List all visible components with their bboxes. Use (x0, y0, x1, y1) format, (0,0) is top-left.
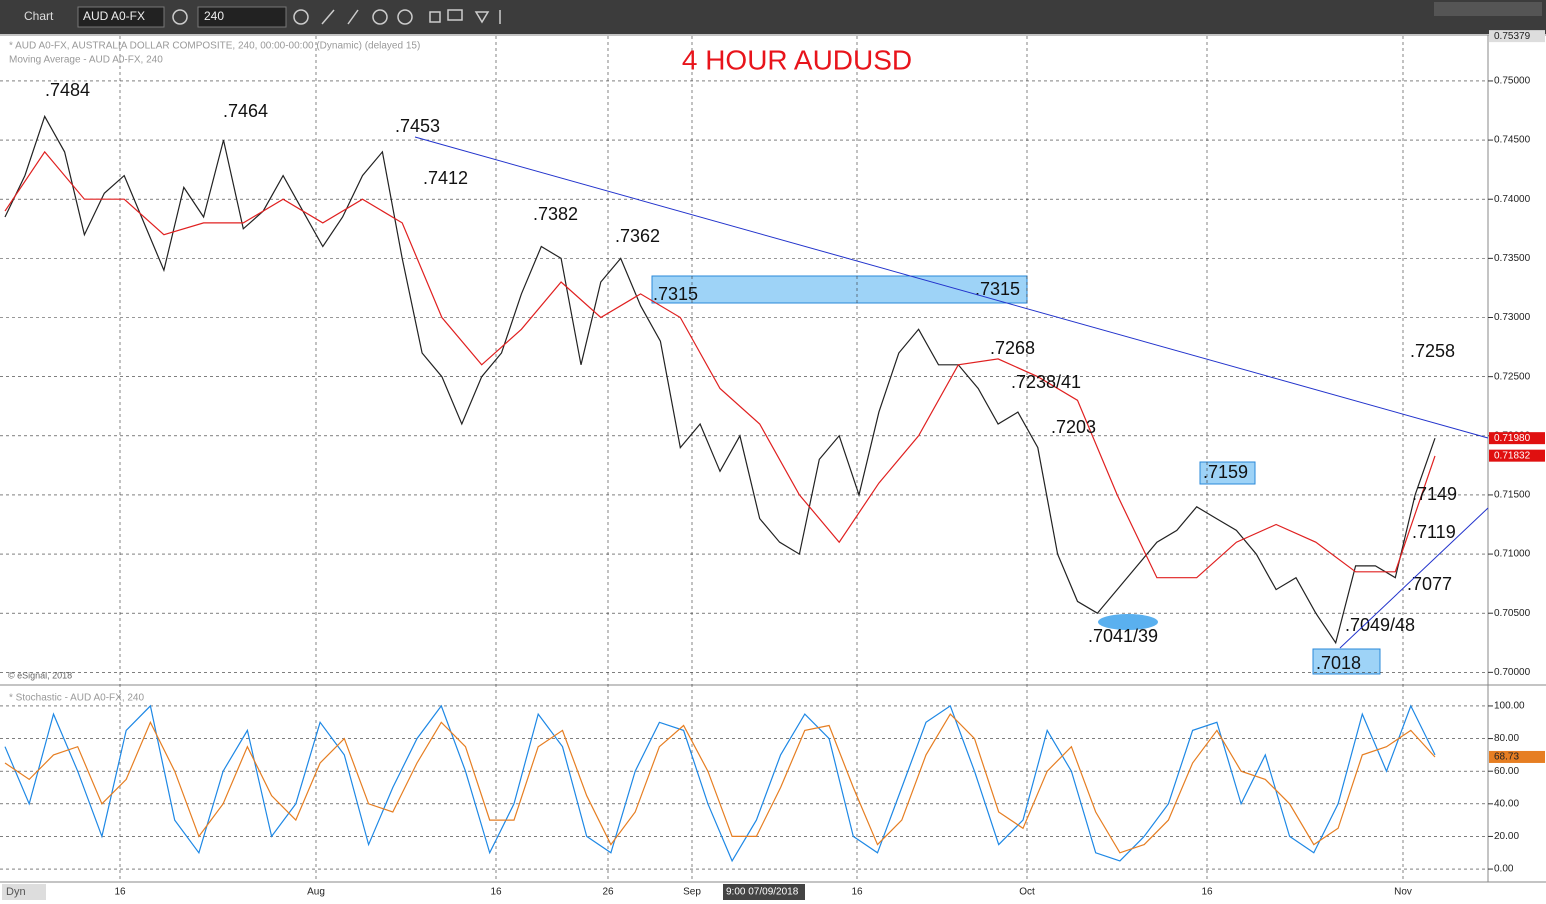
price-tag (1489, 432, 1545, 445)
chart-title: 4 HOUR AUDUSD (682, 44, 912, 75)
price-tag-label: 0.71832 (1494, 450, 1531, 461)
annotation: .7203 (1051, 417, 1096, 437)
annotation: .7412 (423, 168, 468, 188)
annotation: .7159 (1203, 462, 1248, 482)
toolbar-icons[interactable] (172, 9, 501, 25)
price-tag-label: 0.75379 (1494, 31, 1531, 42)
info-line: * AUD A0-FX, AUSTRALIA DOLLAR COMPOSITE,… (9, 41, 420, 52)
y-tick-label: 20.00 (1494, 831, 1519, 842)
annotation: .7041/39 (1088, 626, 1158, 646)
x-tick-label: 16 (851, 887, 863, 898)
x-tick-label: Aug (307, 887, 325, 898)
annotation: .7018 (1316, 653, 1361, 673)
x-tick-label: 26 (602, 887, 614, 898)
trendline (414, 136, 1489, 439)
annotation: .7382 (533, 204, 578, 224)
x-tick-label: Nov (1394, 887, 1412, 898)
price-tag (1489, 30, 1545, 43)
annotation: .7484 (45, 80, 90, 100)
y-tick-label: 0.74000 (1494, 194, 1531, 205)
cursor-time: 9:00 07/09/2018 (726, 887, 799, 898)
y-tick-label: 0.74500 (1494, 135, 1531, 146)
mode[interactable]: Dyn (6, 886, 26, 898)
trendline (1339, 507, 1489, 649)
interval-box[interactable] (197, 6, 287, 28)
x-tick-label: Oct (1019, 887, 1035, 898)
x-tick-label: Sep (683, 887, 701, 898)
cursor-box (723, 884, 805, 900)
y-tick-label: 0.71500 (1494, 490, 1531, 501)
y-tick-label: 100.00 (1494, 701, 1525, 712)
annotation: .7453 (395, 116, 440, 136)
annotation: .7315 (975, 279, 1020, 299)
y-tick-label: 0.70500 (1494, 608, 1531, 619)
annotation: .7077 (1407, 574, 1452, 594)
stoch-title: * Stochastic - AUD A0-FX, 240 (9, 693, 144, 704)
annotation: .7258 (1410, 341, 1455, 361)
annotation: .7049/48 (1345, 615, 1415, 635)
x-tick-label: 16 (490, 887, 502, 898)
app-label: Chart (24, 9, 54, 23)
y-tick-label: 0.70000 (1494, 667, 1531, 678)
series-line (4, 114, 1436, 645)
series-line (4, 713, 1436, 854)
price-tag-label: 68.73 (1494, 752, 1519, 763)
x-tick-label: 16 (1201, 887, 1213, 898)
y-tick-label: 0.00 (1494, 864, 1514, 875)
price-tag-label: 0.71980 (1494, 433, 1531, 444)
series-line (4, 704, 1436, 863)
highlight-box (1312, 648, 1381, 675)
y-tick-label: 40.00 (1494, 798, 1519, 809)
mode-box[interactable] (2, 884, 46, 900)
price-tag (1489, 449, 1545, 462)
symbol[interactable]: AUD A0-FX (83, 9, 145, 23)
x-tick-label: 16 (114, 887, 126, 898)
y-tick-label: 0.73500 (1494, 253, 1531, 264)
highlight-box (1199, 461, 1256, 485)
annotation: .7268 (990, 338, 1035, 358)
y-tick-label: 0.73000 (1494, 312, 1531, 323)
annotation: .7464 (223, 101, 268, 121)
annotation: .7362 (615, 226, 660, 246)
annotation: .7119 (1412, 522, 1456, 542)
y-tick-label: 60.00 (1494, 766, 1519, 777)
support-ellipse (1098, 614, 1158, 630)
y-tick-label: 80.00 (1494, 733, 1519, 744)
annotation: .7315 (653, 284, 698, 304)
info-line: Moving Average - AUD A0-FX, 240 (9, 55, 163, 66)
copyright: © eSignal, 2018 (8, 670, 72, 680)
y-tick-label: 0.71000 (1494, 549, 1531, 560)
price-tag (1489, 750, 1545, 763)
annotation: .7238/41 (1011, 372, 1081, 392)
y-tick-label: 0.72500 (1494, 371, 1531, 382)
resistance-zone (651, 275, 1028, 304)
window-controls[interactable] (1434, 2, 1542, 16)
interval[interactable]: 240 (204, 9, 224, 23)
series-line (4, 150, 1436, 579)
annotation: .7149 (1412, 484, 1457, 504)
symbol-box[interactable] (77, 6, 165, 28)
y-tick-label: 0.75000 (1494, 76, 1531, 87)
